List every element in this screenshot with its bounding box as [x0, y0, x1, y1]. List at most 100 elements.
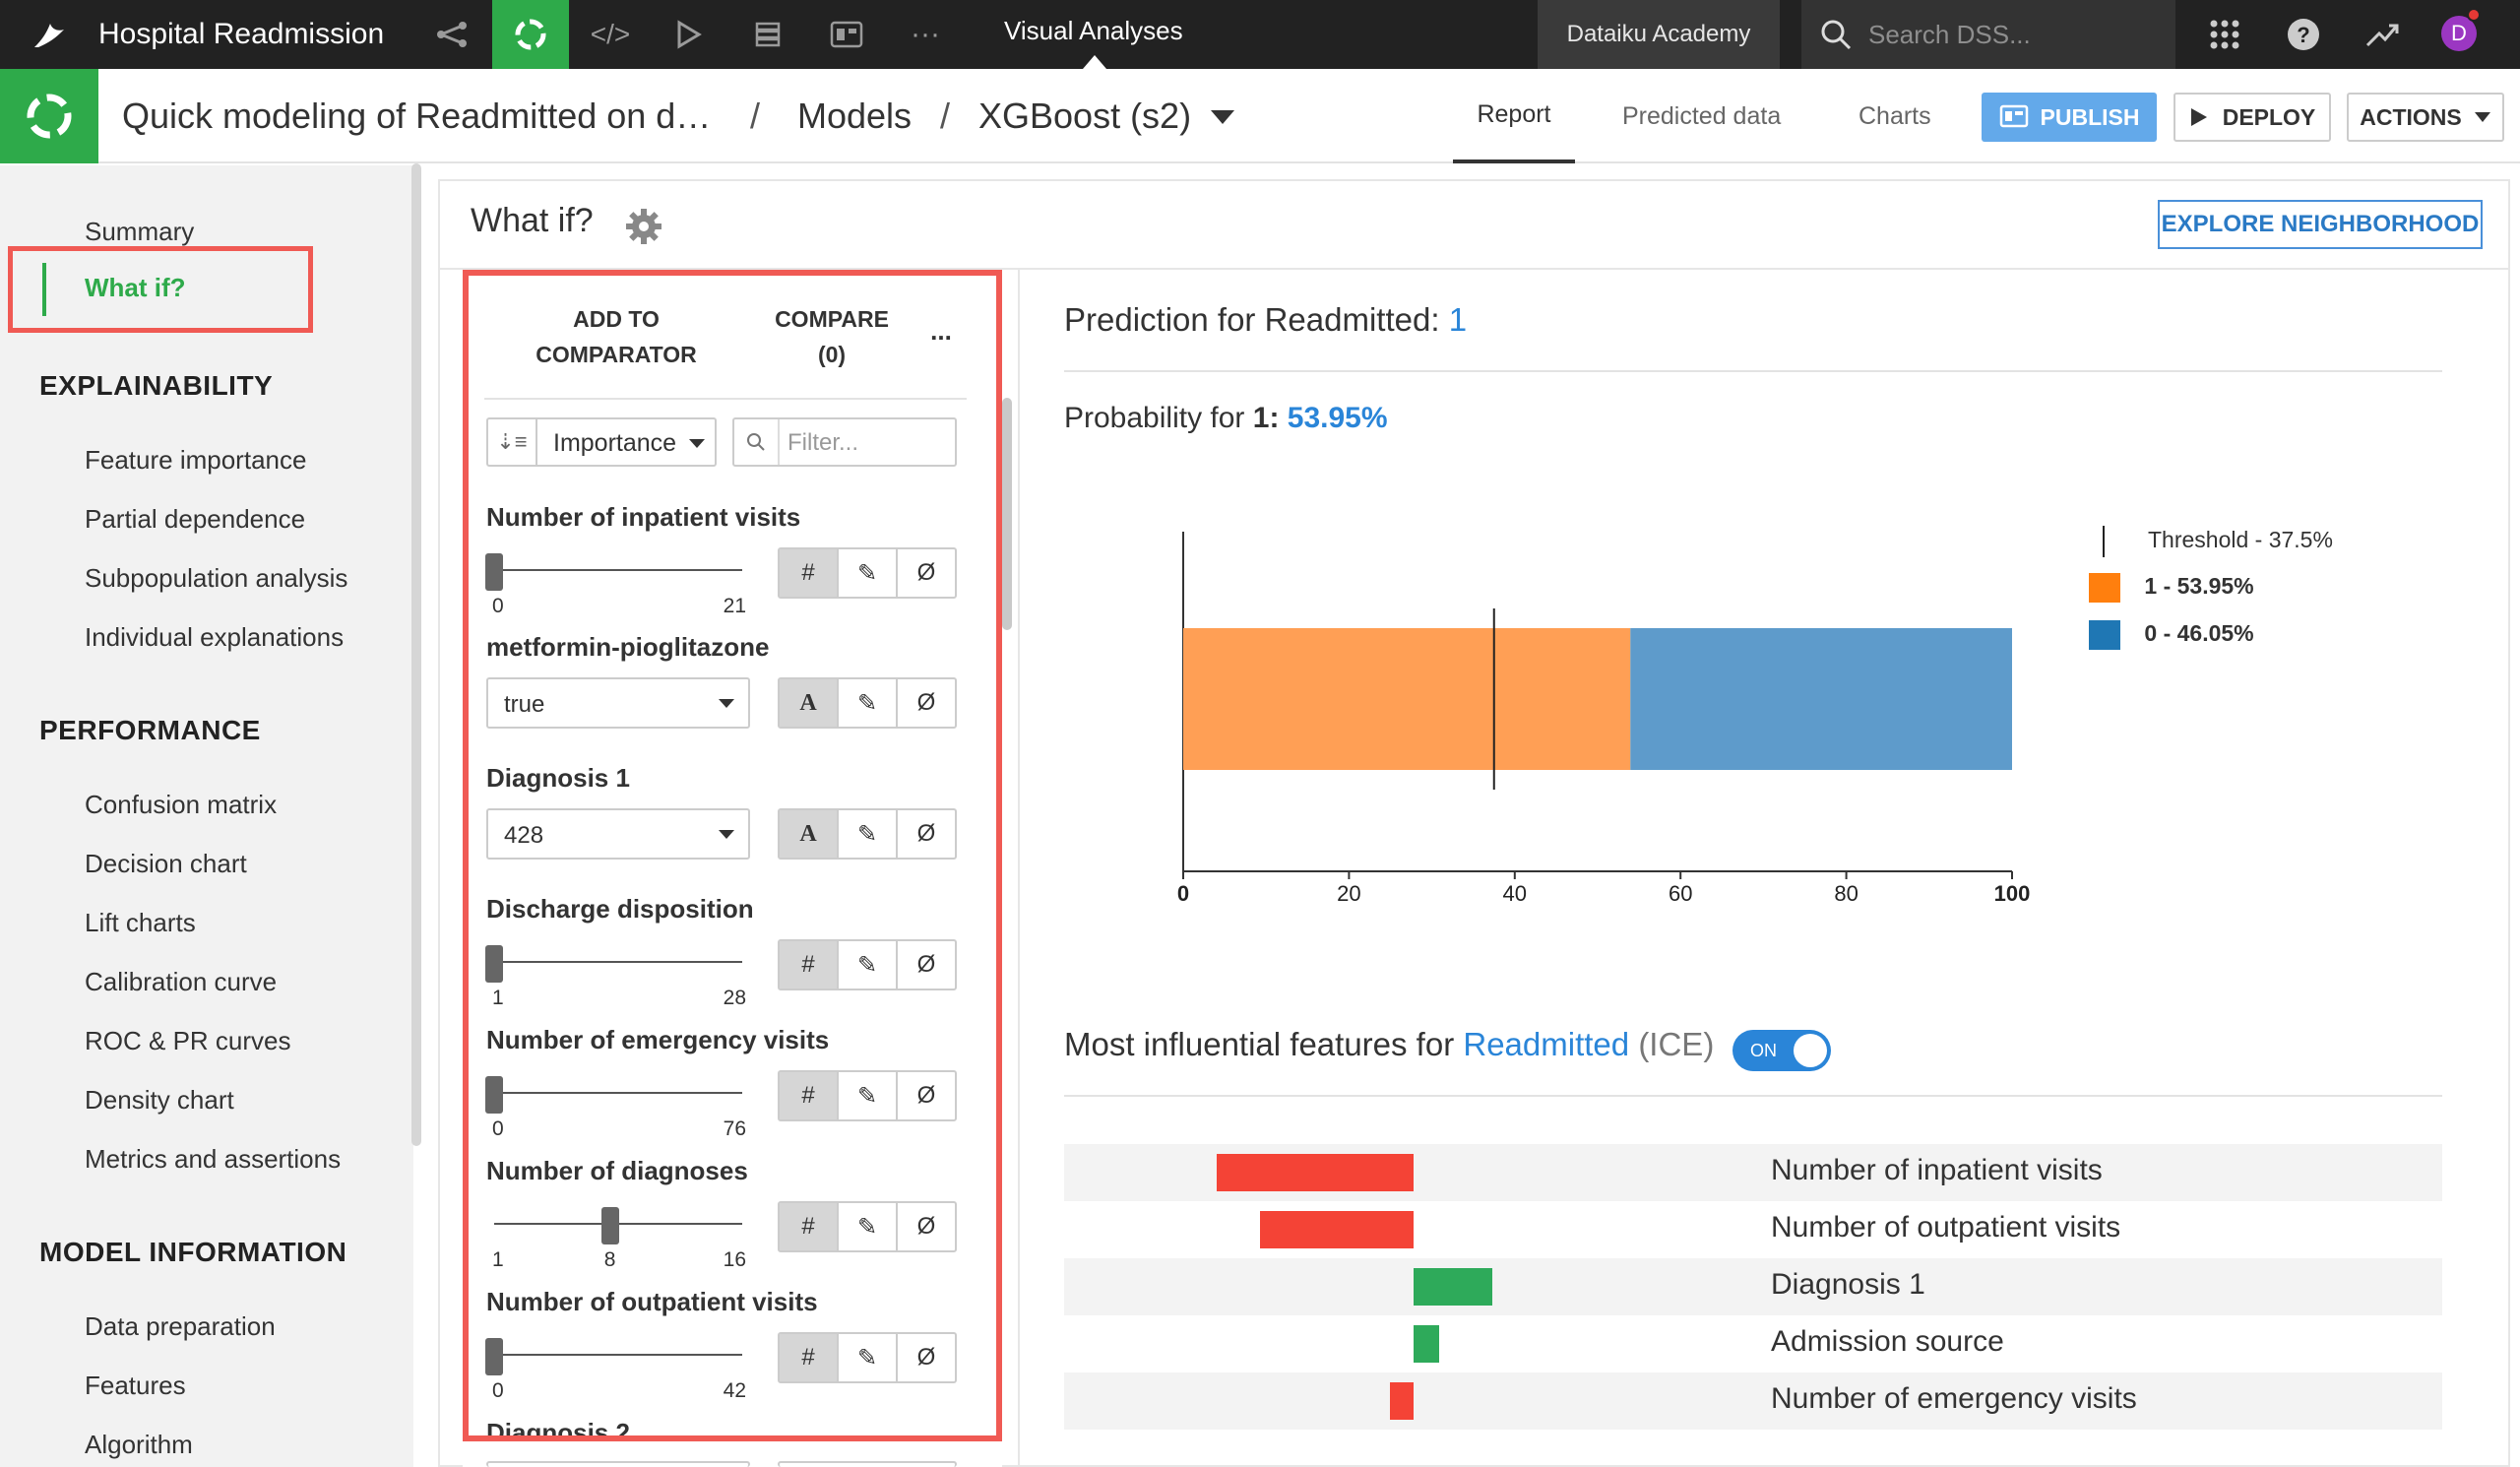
- empty-set-icon[interactable]: Ø: [916, 559, 936, 586]
- more-icon[interactable]: ···: [911, 18, 940, 50]
- breadcrumb-models[interactable]: Models: [797, 96, 913, 136]
- edit-icon[interactable]: ✎: [839, 810, 898, 858]
- feature-select[interactable]: [486, 1461, 750, 1467]
- edit-icon[interactable]: ✎: [839, 941, 898, 989]
- sidebar-item-partial-dependence[interactable]: Partial dependence: [85, 504, 306, 534]
- explore-neighborhood-button[interactable]: EXPLORE NEIGHBORHOOD: [2158, 200, 2483, 249]
- slider-thumb[interactable]: [485, 945, 503, 983]
- compare-button[interactable]: COMPARE (0): [758, 301, 906, 372]
- bar-class-0: [1630, 628, 2012, 770]
- add-to-comparator-line2: COMPARATOR: [536, 342, 697, 367]
- slider-thumb[interactable]: [485, 1076, 503, 1114]
- empty-set-icon[interactable]: Ø: [916, 820, 936, 847]
- ice-feature-label: Number of inpatient visits: [1771, 1154, 2103, 1186]
- feature-select-value: 428: [504, 822, 544, 849]
- legend-label: Threshold - 37.5%: [2147, 527, 2333, 553]
- edit-icon[interactable]: ✎: [839, 1334, 898, 1381]
- text-type-button[interactable]: A: [780, 679, 839, 727]
- code-icon[interactable]: </>: [590, 19, 631, 49]
- feature-panel-scrollbar[interactable]: [1002, 398, 1012, 630]
- search-box[interactable]: [1801, 0, 2175, 69]
- run-icon[interactable]: [650, 0, 728, 69]
- gear-icon[interactable]: [624, 207, 663, 246]
- sidebar-item-confusion-matrix[interactable]: Confusion matrix: [85, 790, 278, 819]
- sidebar-item-roc-pr-curves[interactable]: ROC & PR curves: [85, 1026, 291, 1055]
- sidebar-item-individual-explanations[interactable]: Individual explanations: [85, 622, 345, 652]
- sidebar-item-lift-charts[interactable]: Lift charts: [85, 908, 196, 937]
- feature-slider[interactable]: 0 76: [485, 1070, 748, 1140]
- sidebar-item-summary[interactable]: Summary: [85, 217, 195, 246]
- feature-slider[interactable]: 0 42: [485, 1332, 748, 1402]
- flow-icon[interactable]: [413, 0, 492, 69]
- feature-select[interactable]: true: [486, 677, 750, 729]
- edit-icon[interactable]: ✎: [839, 1072, 898, 1119]
- edit-icon[interactable]: ✎: [839, 1203, 898, 1250]
- datasets-icon[interactable]: [728, 0, 807, 69]
- lab-icon[interactable]: [492, 0, 569, 69]
- sidebar-item-data-preparation[interactable]: Data preparation: [85, 1311, 276, 1341]
- empty-set-icon[interactable]: Ø: [916, 951, 936, 978]
- publish-button[interactable]: PUBLISH: [1982, 93, 2157, 142]
- actions-button[interactable]: ACTIONS: [2347, 93, 2504, 142]
- sidebar-scrollbar[interactable]: [411, 163, 421, 1146]
- search-input[interactable]: [1868, 19, 2164, 50]
- sort-dropdown[interactable]: ⇣≡ Importance: [486, 417, 717, 467]
- apps-grid-icon[interactable]: [2185, 0, 2264, 69]
- edit-icon[interactable]: ✎: [839, 679, 898, 727]
- filter-input[interactable]: [788, 429, 945, 457]
- sidebar-item-what-if[interactable]: What if?: [8, 246, 313, 333]
- x-tick-label: 80: [1834, 881, 1858, 906]
- numeric-type-button[interactable]: #: [780, 1203, 839, 1250]
- tab-report[interactable]: Report: [1453, 69, 1575, 163]
- empty-set-icon[interactable]: Ø: [916, 1344, 936, 1371]
- sidebar-item-algorithm[interactable]: Algorithm: [85, 1430, 193, 1459]
- activity-icon[interactable]: [2343, 0, 2422, 69]
- tab-charts[interactable]: Charts: [1858, 102, 1931, 130]
- sidebar-item-decision-chart[interactable]: Decision chart: [85, 849, 247, 878]
- more-options-button[interactable]: ...: [930, 316, 952, 346]
- influential-features-chart: Number of inpatient visits Number of outp…: [1064, 1144, 2442, 1430]
- bar-class-1: [1183, 628, 1631, 770]
- deploy-button[interactable]: DEPLOY: [2174, 93, 2331, 142]
- empty-set-icon[interactable]: Ø: [916, 1082, 936, 1109]
- sidebar-item-subpopulation-analysis[interactable]: Subpopulation analysis: [85, 563, 348, 593]
- numeric-type-button[interactable]: #: [780, 1334, 839, 1381]
- breadcrumb-model-name[interactable]: XGBoost (s2): [978, 96, 1192, 136]
- sidebar-item-feature-importance[interactable]: Feature importance: [85, 445, 307, 475]
- feature-select[interactable]: 428: [486, 808, 750, 860]
- legend-label: 1 - 53.95%: [2144, 573, 2254, 600]
- slider-thumb[interactable]: [485, 1338, 503, 1375]
- breadcrumb-analysis[interactable]: Quick modeling of Readmitted on d…: [122, 96, 712, 136]
- numeric-type-button[interactable]: #: [780, 549, 839, 597]
- empty-set-icon[interactable]: Ø: [916, 689, 936, 716]
- feature-slider[interactable]: 1 28: [485, 939, 748, 1009]
- sidebar-item-metrics-assertions[interactable]: Metrics and assertions: [85, 1144, 342, 1174]
- filter-box[interactable]: [732, 417, 957, 467]
- help-icon[interactable]: ?: [2264, 0, 2343, 69]
- academy-button[interactable]: Dataiku Academy: [1538, 0, 1780, 69]
- prediction-title: Prediction for Readmitted: 1: [1064, 301, 1467, 339]
- numeric-type-button[interactable]: #: [780, 941, 839, 989]
- slider-thumb[interactable]: [485, 553, 503, 591]
- numeric-type-button[interactable]: #: [780, 1072, 839, 1119]
- add-to-comparator-button[interactable]: ADD TO COMPARATOR: [512, 301, 721, 372]
- dashboard-icon[interactable]: [807, 0, 886, 69]
- active-section-tab[interactable]: Visual Analyses: [1004, 16, 1183, 45]
- avatar[interactable]: D: [2441, 16, 2477, 51]
- chevron-down-icon[interactable]: [1211, 110, 1234, 124]
- tab-predicted-data[interactable]: Predicted data: [1622, 102, 1782, 130]
- project-title[interactable]: Hospital Readmission: [98, 18, 385, 50]
- lab-logo-icon[interactable]: [0, 69, 98, 163]
- sidebar-item-calibration-curve[interactable]: Calibration curve: [85, 967, 278, 996]
- text-type-button[interactable]: A: [780, 810, 839, 858]
- edit-icon[interactable]: ✎: [839, 549, 898, 597]
- sidebar-item-density-chart[interactable]: Density chart: [85, 1085, 234, 1115]
- feature-slider[interactable]: 1 8 16: [486, 1201, 748, 1271]
- sidebar-item-features[interactable]: Features: [85, 1371, 186, 1400]
- divider: [1018, 270, 1020, 1467]
- slider-thumb[interactable]: [600, 1207, 619, 1244]
- feature-slider[interactable]: 0 21: [485, 547, 748, 617]
- ice-toggle[interactable]: ON: [1732, 1030, 1831, 1071]
- bird-logo-icon[interactable]: [10, 0, 89, 69]
- empty-set-icon[interactable]: Ø: [916, 1213, 936, 1240]
